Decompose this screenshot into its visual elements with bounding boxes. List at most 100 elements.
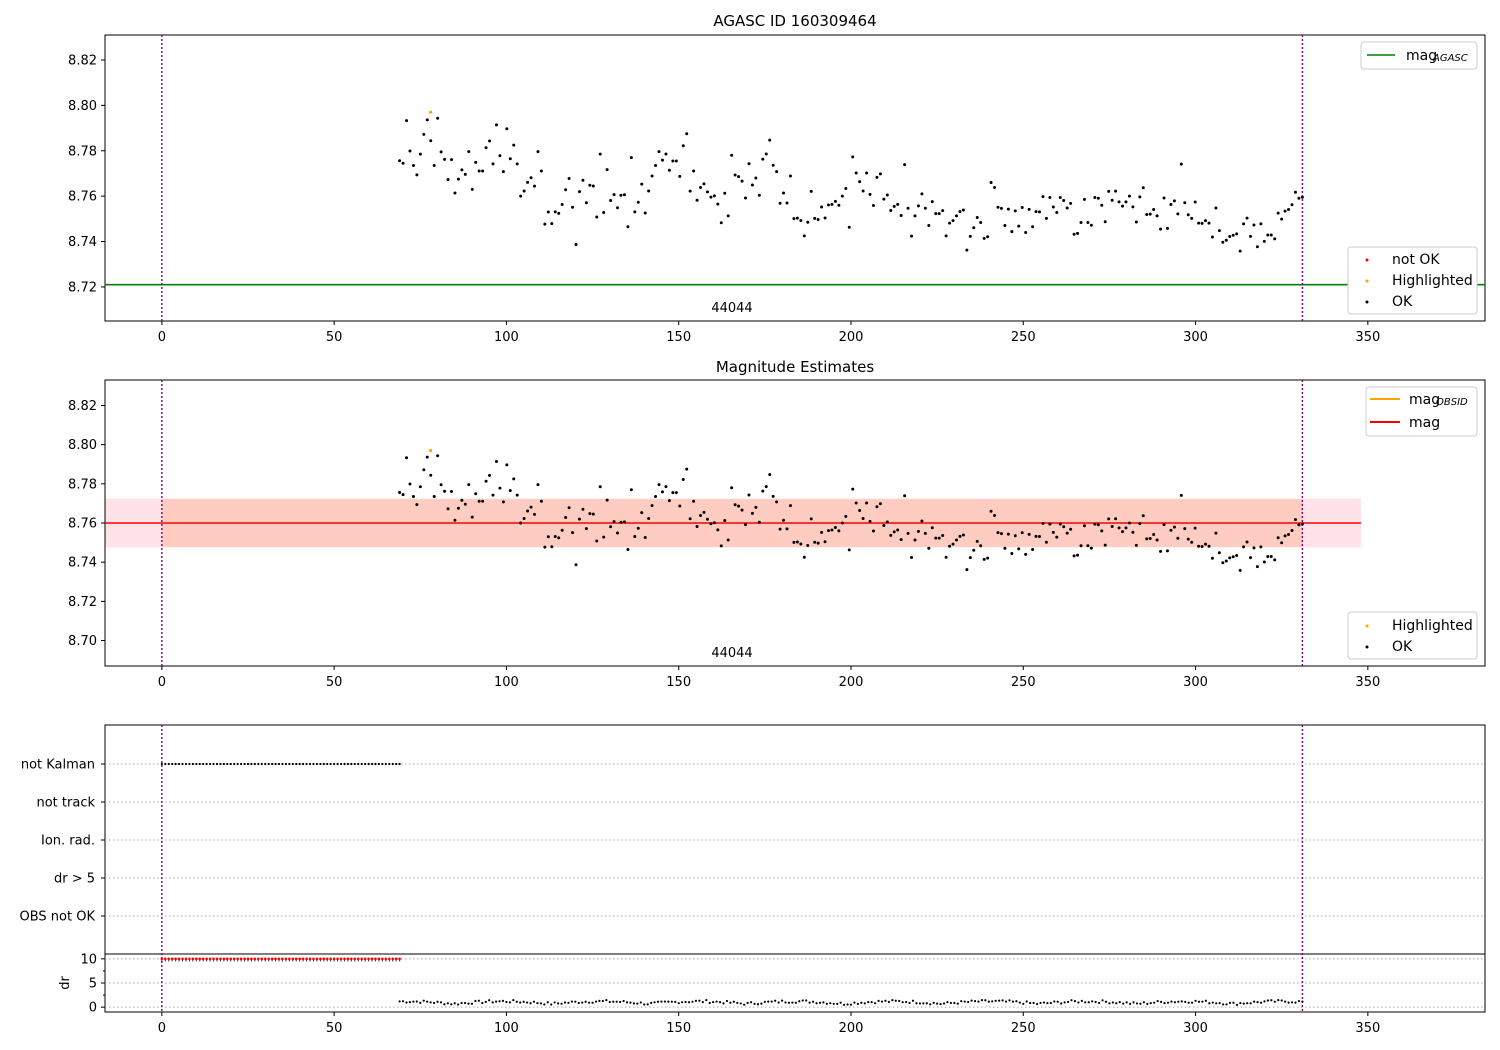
dr-clipped-point-core (371, 960, 373, 962)
legend-label-agasc: mag (1406, 48, 1437, 64)
data-point (1210, 556, 1214, 560)
dr-point (1156, 999, 1159, 1003)
data-point (536, 483, 540, 487)
not-kalman-point (336, 762, 339, 766)
legend-marker-highlighted (1365, 279, 1369, 283)
data-point (837, 203, 841, 207)
data-point (910, 234, 914, 238)
dr-clipped-point-core (354, 960, 356, 962)
data-point (1138, 195, 1142, 199)
dr-point (1091, 1000, 1094, 1003)
dr-clipped-point (301, 957, 305, 961)
data-point (1283, 534, 1287, 538)
data-point (522, 189, 526, 193)
data-point (986, 556, 990, 560)
dr-point (798, 1000, 801, 1003)
dr-clipped-point-core (340, 960, 342, 962)
data-point (595, 539, 599, 543)
data-point (1079, 220, 1083, 224)
dr-point (1225, 1003, 1228, 1006)
not-kalman-point (367, 762, 370, 766)
data-point (543, 222, 547, 226)
dr-point (763, 1000, 766, 1003)
dr-clipped-point (260, 957, 264, 961)
data-point (816, 541, 820, 545)
highlighted-point (429, 110, 433, 114)
not-kalman-point (395, 762, 398, 766)
data-point (536, 150, 540, 154)
data-point (654, 164, 658, 168)
data-point (1266, 554, 1270, 558)
dr-point (515, 1000, 518, 1003)
data-point (885, 520, 889, 524)
data-point (685, 132, 689, 136)
dr-clipped-point-core (392, 960, 394, 962)
dr-point (1297, 999, 1301, 1003)
data-point (851, 155, 855, 159)
data-point (501, 170, 505, 174)
flag-row-label: OBS not OK (20, 910, 96, 925)
data-point (858, 508, 862, 512)
dr-clipped-point-core (209, 960, 211, 962)
data-point (768, 138, 772, 142)
dr-clipped-point (322, 957, 326, 961)
data-point (750, 183, 754, 187)
data-point (681, 478, 685, 482)
dr-point (980, 998, 984, 1002)
data-point (889, 208, 893, 212)
data-point (1044, 216, 1048, 220)
panel2-y-tick-label: 8.70 (68, 634, 97, 649)
data-point (1252, 223, 1256, 227)
data-point (494, 123, 498, 127)
panel2-x-axis: 0 50 100 150 200 250 300 350 (158, 666, 1380, 690)
dr-point (705, 999, 708, 1002)
not-kalman-point (174, 762, 177, 766)
data-point (1086, 544, 1090, 548)
data-point (823, 540, 827, 544)
data-point (519, 194, 523, 198)
dr-point (415, 1000, 418, 1003)
data-point (920, 192, 924, 196)
dr-clipped-point-core (233, 960, 235, 962)
data-point (906, 206, 910, 210)
data-point (1076, 553, 1080, 557)
data-point (830, 202, 834, 206)
data-point (958, 210, 962, 214)
data-point (418, 485, 422, 489)
data-point (833, 199, 837, 203)
dr-point (729, 1001, 732, 1004)
data-point (591, 512, 595, 516)
data-point (609, 198, 613, 202)
dr-point (884, 999, 887, 1002)
data-point (695, 525, 699, 529)
dr-clipped-point-core (343, 960, 346, 962)
not-kalman-point (171, 762, 174, 766)
data-point (1300, 522, 1304, 526)
data-point (830, 528, 834, 532)
dr-point (508, 1001, 511, 1004)
dr-clipped-point (167, 957, 171, 961)
data-point (1017, 224, 1021, 228)
dr-point (1084, 1001, 1087, 1004)
dr-point (560, 1002, 563, 1005)
data-point (816, 218, 820, 222)
data-point (847, 548, 851, 552)
dr-point (567, 1001, 570, 1004)
data-point (1079, 544, 1083, 548)
panel2-y-tick-label: 8.78 (68, 477, 97, 492)
dr-clipped-point (298, 957, 301, 961)
data-point (553, 210, 557, 214)
data-point (861, 516, 865, 520)
dr-clipped-point (257, 957, 260, 961)
dr-clipped-point (381, 957, 384, 961)
data-point (429, 473, 433, 477)
data-point (795, 216, 799, 220)
data-point (1121, 530, 1125, 534)
dr-point (1232, 1001, 1235, 1004)
dr-clipped-point (239, 957, 243, 961)
panel1-x-tick-label: 0 (158, 330, 166, 345)
data-point (1197, 544, 1201, 548)
data-point (775, 500, 779, 504)
dr-point (636, 1002, 639, 1005)
data-point (1041, 195, 1045, 199)
